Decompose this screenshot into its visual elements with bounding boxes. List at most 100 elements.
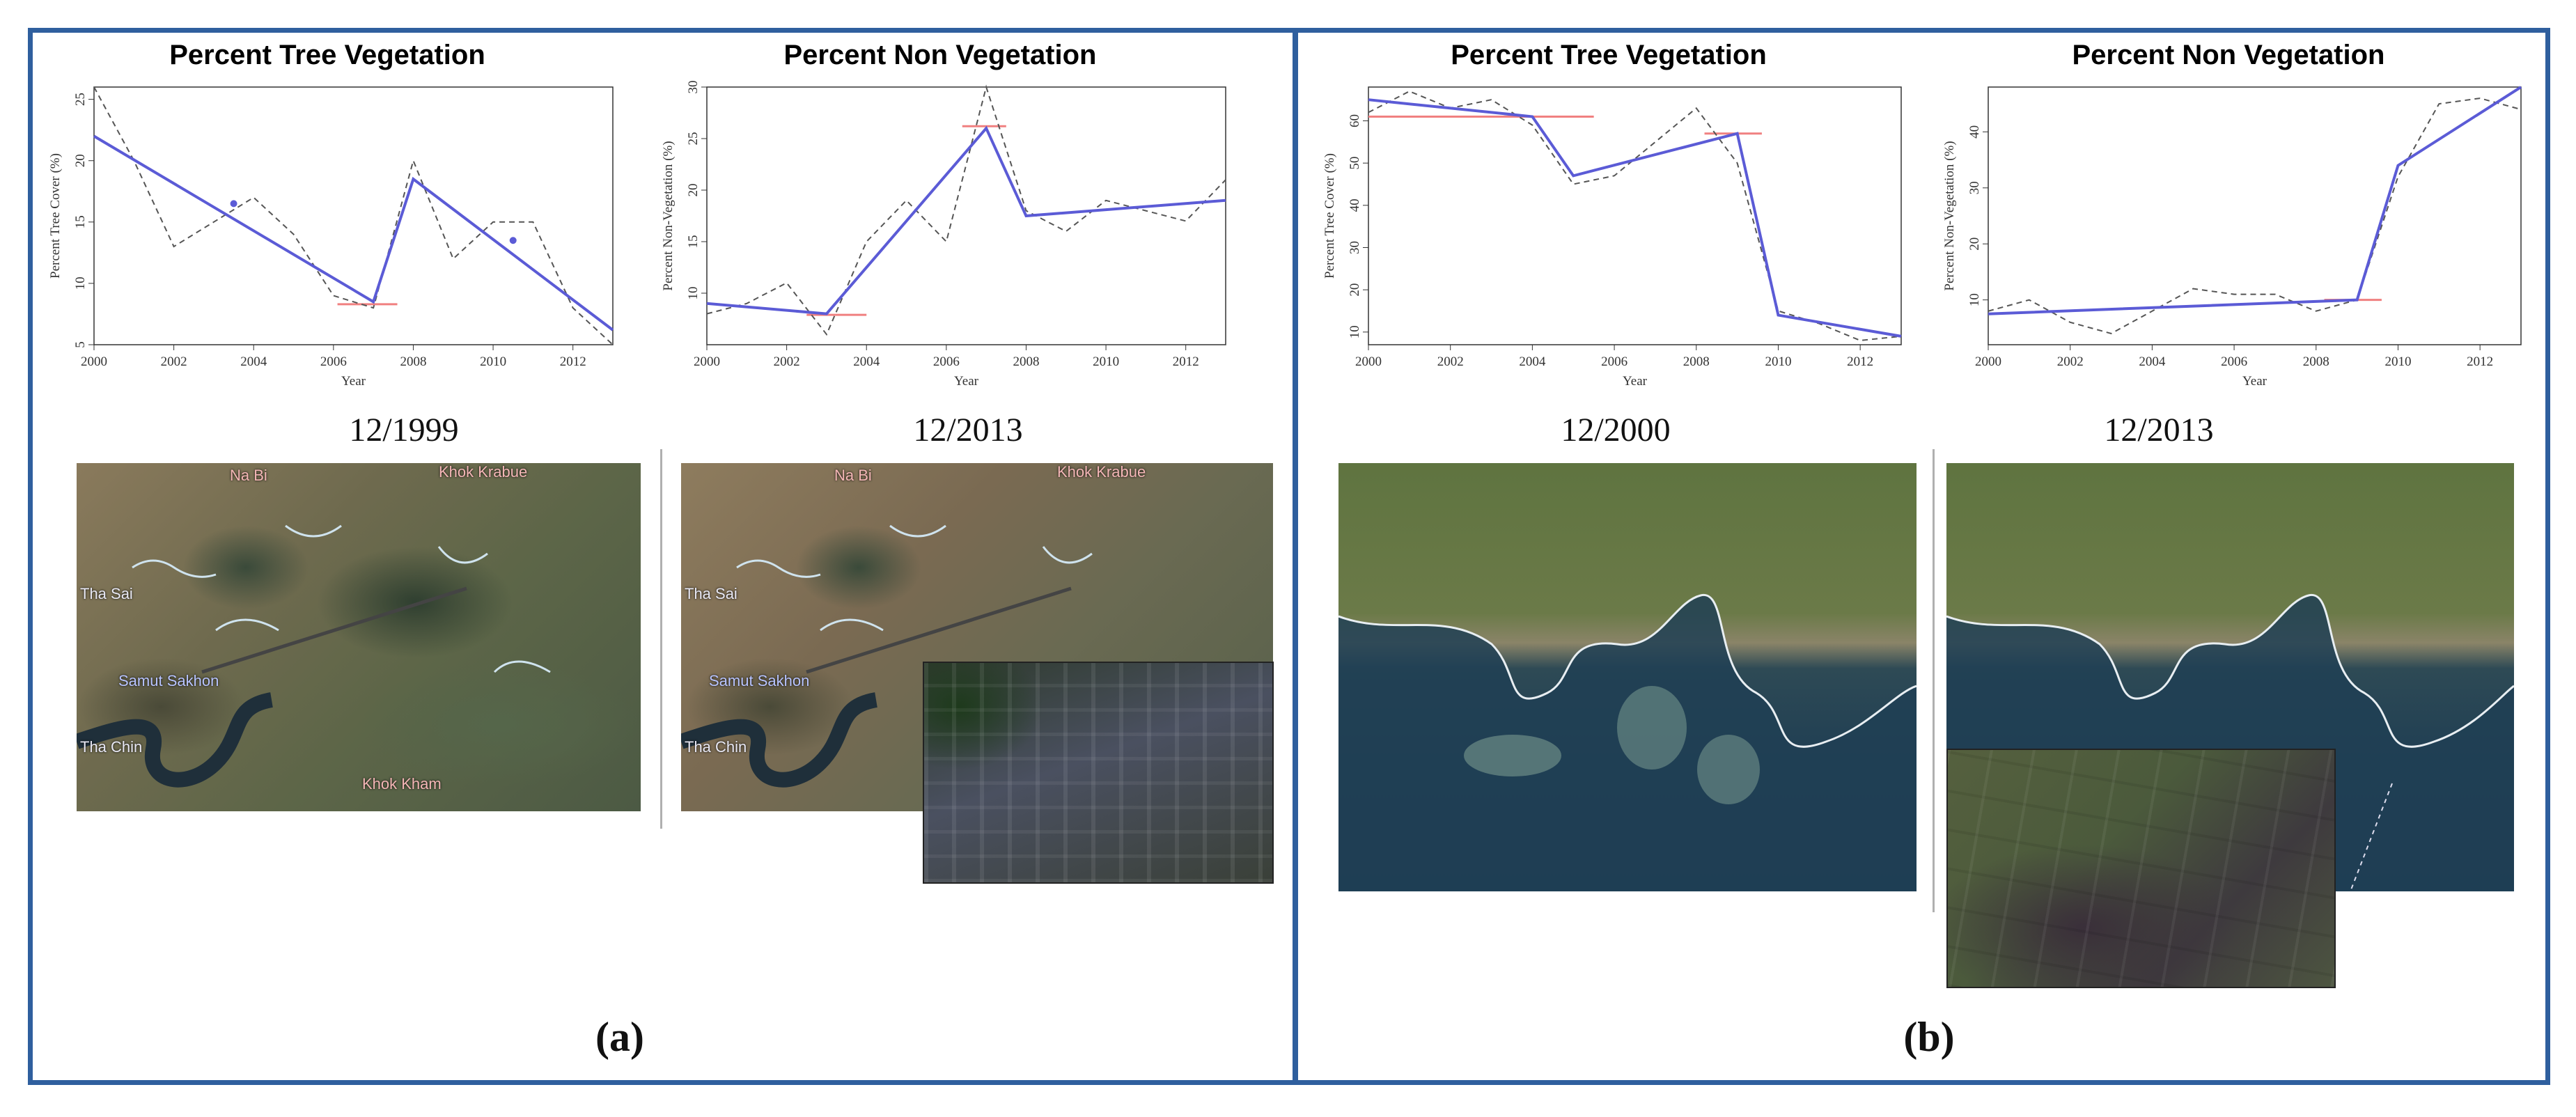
y-axis-label: Percent Tree Cover (%) [1322,153,1337,279]
panel-label-b: (b) [1903,1014,1955,1060]
x-axis-label: Year [2242,374,2267,389]
x-tick-label: 2004 [2139,354,2166,369]
y-tick-label: 30 [1967,181,1982,194]
x-tick-label: 2000 [1975,354,2001,369]
series-fitted-line [706,125,1226,315]
y-axis-label: Percent Non-Vegetation (%) [661,141,676,290]
plot-frame [706,86,1226,345]
x-tick-label: 2006 [933,354,960,369]
y-tick-label: 50 [1348,157,1362,170]
x-tick-label: 2004 [240,354,267,369]
x-tick-label: 2012 [2467,354,2493,369]
x-tick-label: 2002 [774,354,800,369]
y-tick-label: 10 [1348,325,1362,338]
series-fitted-line [1988,86,2522,315]
x-tick-label: 2004 [1519,354,1546,369]
chart-title: Percent Non Vegetation [784,40,1097,70]
x-tick-label: 2006 [320,354,347,369]
chart-a-tree: Percent Tree Vegetation 2000 2002 2004 2006 2… [48,40,614,389]
y-tick-label: 25 [73,93,88,106]
x-axis-label: Year [1623,374,1648,389]
divider-b [1933,449,1935,912]
y-tick-label: 10 [73,276,88,290]
y-tick-label: 60 [1348,114,1362,127]
series-observed-line [1988,97,2522,334]
inset-image-a [923,662,1274,884]
x-tick-label: 2010 [1765,354,1791,369]
x-tick-label: 2004 [853,354,880,369]
x-tick-label: 2002 [2057,354,2084,369]
series-fitted-line [93,134,614,331]
chart-title: Percent Tree Vegetation [1451,40,1767,70]
series-observed-line [1368,90,1902,341]
y-tick-label: 20 [1967,237,1982,251]
x-tick-label: 2010 [1093,354,1119,369]
series-observed-line [93,86,614,345]
river-and-road-overlay [77,524,551,788]
x-tick-label: 2000 [81,354,107,369]
place-tha-chin: Tha Chin [80,738,143,756]
y-axis-label: Percent Non-Vegetation (%) [1942,141,1957,290]
y-tick-label: 20 [1348,283,1362,297]
place-tha-sai: Tha Sai [80,585,133,602]
date-label-a-left: 12/1999 [349,412,459,448]
place-na-bi: Na Bi [230,467,267,484]
y-tick-label: 30 [686,81,701,94]
x-tick-label: 2008 [2303,354,2329,369]
x-tick-label: 2012 [1847,354,1873,369]
plot-frame [93,86,614,345]
x-tick-label: 2000 [1355,354,1382,369]
chart-b-nonveg: Percent Non Vegetation 2000 2002 2004 2006 20… [1942,40,2522,389]
x-tick-label: 2000 [694,354,720,369]
series-observed-line [706,84,1226,336]
y-axis-label: Percent Tree Cover (%) [48,153,63,279]
y-tick-label: 20 [686,184,701,197]
series-fitted-line [1368,98,1902,338]
chart-a-nonveg: Percent Non Vegetation 2000 2002 2004 2006 20… [661,40,1226,389]
plot-frame [1368,86,1902,345]
x-axis-label: Year [954,374,979,389]
y-tick-label: 30 [1348,241,1362,254]
divider-a [660,449,662,829]
chart-title: Percent Non Vegetation [2072,40,2385,70]
x-tick-label: 2002 [1437,354,1464,369]
coastline-overlay-2000 [1338,594,1917,891]
chart-b-tree: Percent Tree Vegetation 2000 2002 2004 2006 2… [1322,40,1902,389]
x-tick-label: 2010 [2384,354,2411,369]
y-tick-label: 10 [686,287,701,300]
x-tick-label: 2006 [2221,354,2247,369]
place-khok-krabue: Khok Krabue [439,463,528,481]
x-tick-label: 2010 [480,354,506,369]
satellite-image-b-2000 [1338,463,1917,891]
x-tick-label: 2002 [161,354,187,369]
x-axis-label: Year [341,374,366,389]
chart-title: Percent Tree Vegetation [169,40,485,70]
place-na-bi-2013: Na Bi [834,467,872,484]
place-samut-sakhon: Samut Sakhon [118,672,219,689]
y-tick-label: 20 [73,154,88,167]
outlier-point [230,200,237,208]
x-tick-label: 2012 [560,354,586,369]
y-tick-label: 5 [73,341,88,348]
panel-label-a: (a) [595,1014,644,1060]
place-khok-krabue-2013: Khok Krabue [1057,463,1146,481]
x-tick-label: 2008 [400,354,426,369]
satellite-image-a-1999: Na Bi Khok Krabue Tha Sai Samut Sakhon T… [77,463,641,811]
place-tha-chin-2013: Tha Chin [685,738,747,756]
outlier-point [509,237,517,244]
x-tick-label: 2008 [1013,354,1039,369]
y-tick-label: 15 [686,235,701,249]
x-tick-label: 2008 [1683,354,1710,369]
y-tick-label: 40 [1348,198,1362,212]
place-tha-sai-2013: Tha Sai [685,585,737,602]
place-samut-sakhon-2013: Samut Sakhon [709,672,810,689]
y-tick-label: 25 [686,132,701,146]
date-label-b-right: 12/2013 [2104,412,2214,448]
y-tick-label: 10 [1967,293,1982,306]
date-label-a-right: 12/2013 [913,412,1023,448]
date-label-b-left: 12/2000 [1561,412,1671,448]
y-tick-label: 15 [73,215,88,228]
x-tick-label: 2012 [1173,354,1199,369]
river-and-road-overlay-2013 [681,524,1093,788]
inset-image-b [1946,749,2336,988]
